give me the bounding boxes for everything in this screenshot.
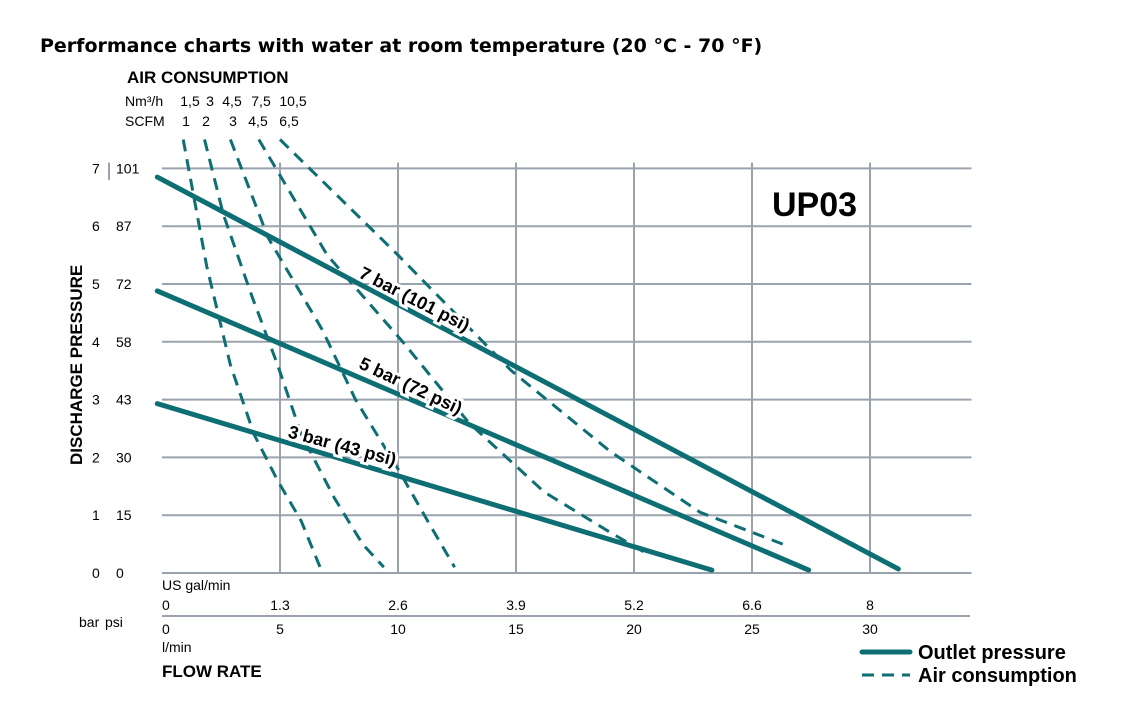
chart-grid bbox=[108, 162, 972, 617]
y-tick-psi: 30 bbox=[116, 449, 132, 465]
x-tick-usgal: 0 bbox=[162, 597, 170, 613]
air-value-metric: 1,5 bbox=[180, 93, 200, 109]
air-unit-metric: Nm³/h bbox=[125, 93, 163, 109]
y-tick-psi: 72 bbox=[116, 276, 132, 292]
air-curve-10-5 bbox=[278, 138, 784, 546]
x-unit-lmin: l/min bbox=[162, 639, 192, 655]
y-tick-psi: 43 bbox=[116, 392, 132, 408]
x-axis-label: FLOW RATE bbox=[162, 662, 262, 681]
y-tick-bar: 3 bbox=[92, 392, 100, 408]
air-values-metric: 1,5 3 4,5 7,5 10,5 bbox=[180, 93, 307, 109]
legend-air-label: Air consumption bbox=[918, 665, 1077, 687]
y-tick-psi: 101 bbox=[116, 160, 140, 176]
y-tick-bar: 5 bbox=[92, 276, 100, 292]
x-tick-lmin: 10 bbox=[390, 621, 406, 637]
x-axis-ticks-lmin: 0 5 10 15 20 25 30 bbox=[162, 621, 878, 637]
outlet-line-1 bbox=[154, 174, 901, 572]
y-tick-psi: 87 bbox=[116, 218, 132, 234]
x-tick-usgal: 1.3 bbox=[270, 597, 290, 613]
legend-outlet-label: Outlet pressure bbox=[918, 642, 1066, 664]
outlet-line-2 bbox=[154, 288, 812, 573]
air-values-imperial: 1 2 3 4,5 6,5 bbox=[182, 113, 299, 129]
air-unit-imperial: SCFM bbox=[125, 113, 165, 129]
air-curve-4-5 bbox=[228, 138, 456, 568]
x-tick-lmin: 30 bbox=[862, 621, 878, 637]
x-tick-usgal: 3.9 bbox=[506, 597, 526, 613]
outlet-line-3 bbox=[154, 401, 715, 573]
y-tick-bar: 4 bbox=[92, 334, 100, 350]
x-unit-usgal: US gal/min bbox=[162, 577, 230, 593]
y-tick-bar: 7 bbox=[92, 160, 100, 176]
y-tick-psi: 15 bbox=[116, 507, 132, 523]
x-tick-lmin: 20 bbox=[626, 621, 642, 637]
air-value-imperial: 4,5 bbox=[248, 113, 268, 129]
y-axis-label: DISCHARGE PRESSURE bbox=[67, 265, 86, 465]
outlet-pressure-curves bbox=[154, 174, 901, 573]
y-axis-ticks: 0 0 1 15 2 30 3 43 4 58 5 72 6 87 7 101 bbox=[92, 160, 140, 581]
x-tick-usgal: 2.6 bbox=[388, 597, 408, 613]
air-value-metric: 4,5 bbox=[222, 93, 242, 109]
x-tick-usgal: 6.6 bbox=[742, 597, 762, 613]
y-tick-bar: 1 bbox=[92, 507, 100, 523]
air-value-imperial: 2 bbox=[202, 113, 210, 129]
air-consumption-heading: AIR CONSUMPTION bbox=[127, 68, 289, 87]
air-curve-3 bbox=[203, 139, 385, 569]
legend: Outlet pressure Air consumption bbox=[859, 642, 1077, 687]
x-tick-usgal: 5.2 bbox=[624, 597, 644, 613]
x-tick-lmin: 15 bbox=[508, 621, 524, 637]
x-tick-usgal: 8 bbox=[866, 597, 874, 613]
y-tick-bar: 2 bbox=[92, 449, 100, 465]
y-unit-psi: psi bbox=[105, 614, 123, 630]
y-tick-psi: 58 bbox=[116, 334, 132, 350]
model-label: UP03 bbox=[772, 186, 857, 224]
air-value-imperial: 1 bbox=[182, 113, 190, 129]
air-value-imperial: 6,5 bbox=[279, 113, 299, 129]
x-tick-lmin: 5 bbox=[276, 621, 284, 637]
y-tick-bar: 6 bbox=[92, 218, 100, 234]
y-unit-bar: bar bbox=[79, 614, 100, 630]
air-value-imperial: 3 bbox=[229, 113, 237, 129]
air-value-metric: 10,5 bbox=[279, 93, 306, 109]
x-axis-ticks-usgal: 0 1.3 2.6 3.9 5.2 6.6 8 bbox=[162, 597, 874, 613]
y-tick-psi: 0 bbox=[116, 565, 124, 581]
y-tick-bar: 0 bbox=[92, 565, 100, 581]
air-value-metric: 3 bbox=[206, 93, 214, 109]
air-value-metric: 7,5 bbox=[251, 93, 271, 109]
chart-title: Performance charts with water at room te… bbox=[40, 35, 762, 57]
x-tick-lmin: 0 bbox=[162, 621, 170, 637]
x-tick-lmin: 25 bbox=[744, 621, 760, 637]
